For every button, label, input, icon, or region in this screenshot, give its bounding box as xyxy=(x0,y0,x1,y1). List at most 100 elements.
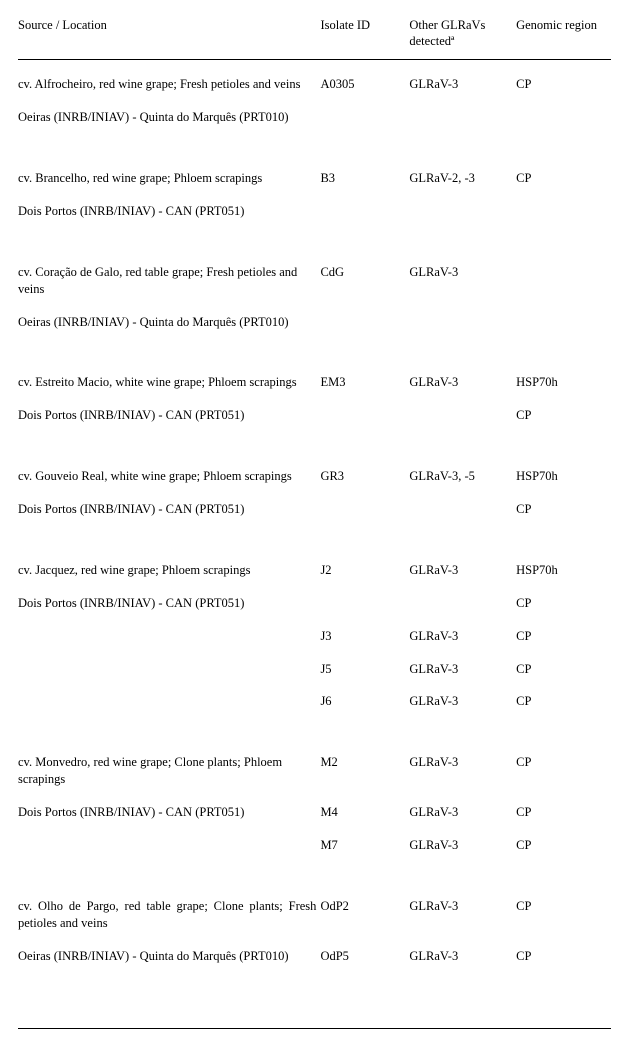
region: CP xyxy=(516,499,611,520)
glravs: GLRaV-3 xyxy=(409,835,516,856)
table-row: cv. Monvedro, red wine grape; Clone plan… xyxy=(18,752,611,790)
table-row: Dois Portos (INRB/INIAV) - CAN (PRT051) xyxy=(18,201,611,222)
col-glravs: Other GLRaVs detectedª xyxy=(409,12,516,60)
spacer-row xyxy=(18,189,611,201)
spacer-row xyxy=(18,426,611,466)
glravs: GLRaV-3, -5 xyxy=(409,466,516,487)
glravs: GLRaV-3 xyxy=(409,946,516,967)
region: HSP70h xyxy=(516,372,611,393)
table-row: cv. Jacquez, red wine grape; Phloem scra… xyxy=(18,560,611,581)
spacer-row xyxy=(18,300,611,312)
isolate-id: M4 xyxy=(320,802,409,823)
source-cell: cv. Estreito Macio, white wine grape; Ph… xyxy=(18,372,320,393)
spacer-row xyxy=(18,332,611,372)
table-row: Dois Portos (INRB/INIAV) - CAN (PRT051) C… xyxy=(18,499,611,520)
isolate-id: M7 xyxy=(320,835,409,856)
table-row: J5GLRaV-3CP xyxy=(18,659,611,680)
isolate-id: J6 xyxy=(320,691,409,712)
isolate-id: A0305 xyxy=(320,74,409,95)
region xyxy=(516,262,611,300)
table-row: Dois Portos (INRB/INIAV) - CAN (PRT051) C… xyxy=(18,405,611,426)
table-row: cv. Brancelho, red wine grape; Phloem sc… xyxy=(18,168,611,189)
col-region: Genomic region xyxy=(516,12,611,60)
bottom-rule xyxy=(18,1006,611,1029)
isolate-id xyxy=(320,405,409,426)
table-row: Oeiras (INRB/INIAV) - Quinta do Marquês … xyxy=(18,946,611,967)
col-glravs-l1: Other GLRaVs xyxy=(409,18,485,32)
region: CP xyxy=(516,593,611,614)
glravs: GLRaV-3 xyxy=(409,372,516,393)
source-cell: cv. Olho de Pargo, red table grape; Clon… xyxy=(18,896,320,934)
isolate-id: OdP2 xyxy=(320,896,409,934)
region: HSP70h xyxy=(516,560,611,581)
spacer-row xyxy=(18,520,611,560)
source-cell: cv. Monvedro, red wine grape; Clone plan… xyxy=(18,752,320,790)
region: CP xyxy=(516,752,611,790)
col-source: Source / Location xyxy=(18,12,320,60)
location-cell: Dois Portos (INRB/INIAV) - CAN (PRT051) xyxy=(18,802,320,823)
table-row: cv. Alfrocheiro, red wine grape; Fresh p… xyxy=(18,74,611,95)
spacer-row xyxy=(18,222,611,262)
isolate-id: CdG xyxy=(320,262,409,300)
isolate-id: EM3 xyxy=(320,372,409,393)
spacer-row xyxy=(18,790,611,802)
table-row: cv. Estreito Macio, white wine grape; Ph… xyxy=(18,372,611,393)
spacer-row xyxy=(18,712,611,752)
source-cell: cv. Alfrocheiro, red wine grape; Fresh p… xyxy=(18,74,320,95)
region: CP xyxy=(516,835,611,856)
isolates-table: Source / Location Isolate ID Other GLRaV… xyxy=(18,12,611,1029)
region: CP xyxy=(516,896,611,934)
region: CP xyxy=(516,691,611,712)
region: HSP70h xyxy=(516,466,611,487)
table-row: M7GLRaV-3CP xyxy=(18,835,611,856)
source-cell: cv. Jacquez, red wine grape; Phloem scra… xyxy=(18,560,320,581)
table-row: Oeiras (INRB/INIAV) - Quinta do Marquês … xyxy=(18,312,611,333)
isolate-id: J5 xyxy=(320,659,409,680)
region: CP xyxy=(516,626,611,647)
table-row: cv. Gouveio Real, white wine grape; Phlo… xyxy=(18,466,611,487)
source-cell: cv. Brancelho, red wine grape; Phloem sc… xyxy=(18,168,320,189)
spacer-row xyxy=(18,966,611,1006)
table-row: cv. Coração de Galo, red table grape; Fr… xyxy=(18,262,611,300)
table-row: J6GLRaV-3CP xyxy=(18,691,611,712)
spacer-row xyxy=(18,679,611,691)
location-cell: Dois Portos (INRB/INIAV) - CAN (PRT051) xyxy=(18,593,320,614)
region: CP xyxy=(516,802,611,823)
col-glravs-l2: detectedª xyxy=(409,34,454,48)
table-row: Oeiras (INRB/INIAV) - Quinta do Marquês … xyxy=(18,107,611,128)
glravs: GLRaV-2, -3 xyxy=(409,168,516,189)
table-row: cv. Olho de Pargo, red table grape; Clon… xyxy=(18,896,611,934)
table-body: cv. Alfrocheiro, red wine grape; Fresh p… xyxy=(18,60,611,1029)
isolate-id: OdP5 xyxy=(320,946,409,967)
location-cell: Dois Portos (INRB/INIAV) - CAN (PRT051) xyxy=(18,405,320,426)
spacer-row xyxy=(18,614,611,626)
glravs: GLRaV-3 xyxy=(409,752,516,790)
glravs xyxy=(409,499,516,520)
region: CP xyxy=(516,946,611,967)
isolate-id: M2 xyxy=(320,752,409,790)
isolate-id xyxy=(320,499,409,520)
source-cell: cv. Coração de Galo, red table grape; Fr… xyxy=(18,262,320,300)
location-cell: Oeiras (INRB/INIAV) - Quinta do Marquês … xyxy=(18,946,320,967)
spacer-row xyxy=(18,487,611,499)
region: CP xyxy=(516,659,611,680)
region: CP xyxy=(516,168,611,189)
table-row: Dois Portos (INRB/INIAV) - CAN (PRT051)M… xyxy=(18,802,611,823)
isolate-id: J3 xyxy=(320,626,409,647)
glravs: GLRaV-3 xyxy=(409,560,516,581)
location-cell: Dois Portos (INRB/INIAV) - CAN (PRT051) xyxy=(18,499,320,520)
spacer-row xyxy=(18,581,611,593)
location-cell: Oeiras (INRB/INIAV) - Quinta do Marquês … xyxy=(18,312,320,333)
table-row: Dois Portos (INRB/INIAV) - CAN (PRT051) C… xyxy=(18,593,611,614)
glravs: GLRaV-3 xyxy=(409,74,516,95)
glravs xyxy=(409,593,516,614)
glravs: GLRaV-3 xyxy=(409,262,516,300)
spacer-row xyxy=(18,128,611,168)
source-cell: cv. Gouveio Real, white wine grape; Phlo… xyxy=(18,466,320,487)
glravs: GLRaV-3 xyxy=(409,626,516,647)
spacer-row xyxy=(18,95,611,107)
region: CP xyxy=(516,405,611,426)
region: CP xyxy=(516,74,611,95)
location-cell: Oeiras (INRB/INIAV) - Quinta do Marquês … xyxy=(18,107,320,128)
spacer-row xyxy=(18,647,611,659)
